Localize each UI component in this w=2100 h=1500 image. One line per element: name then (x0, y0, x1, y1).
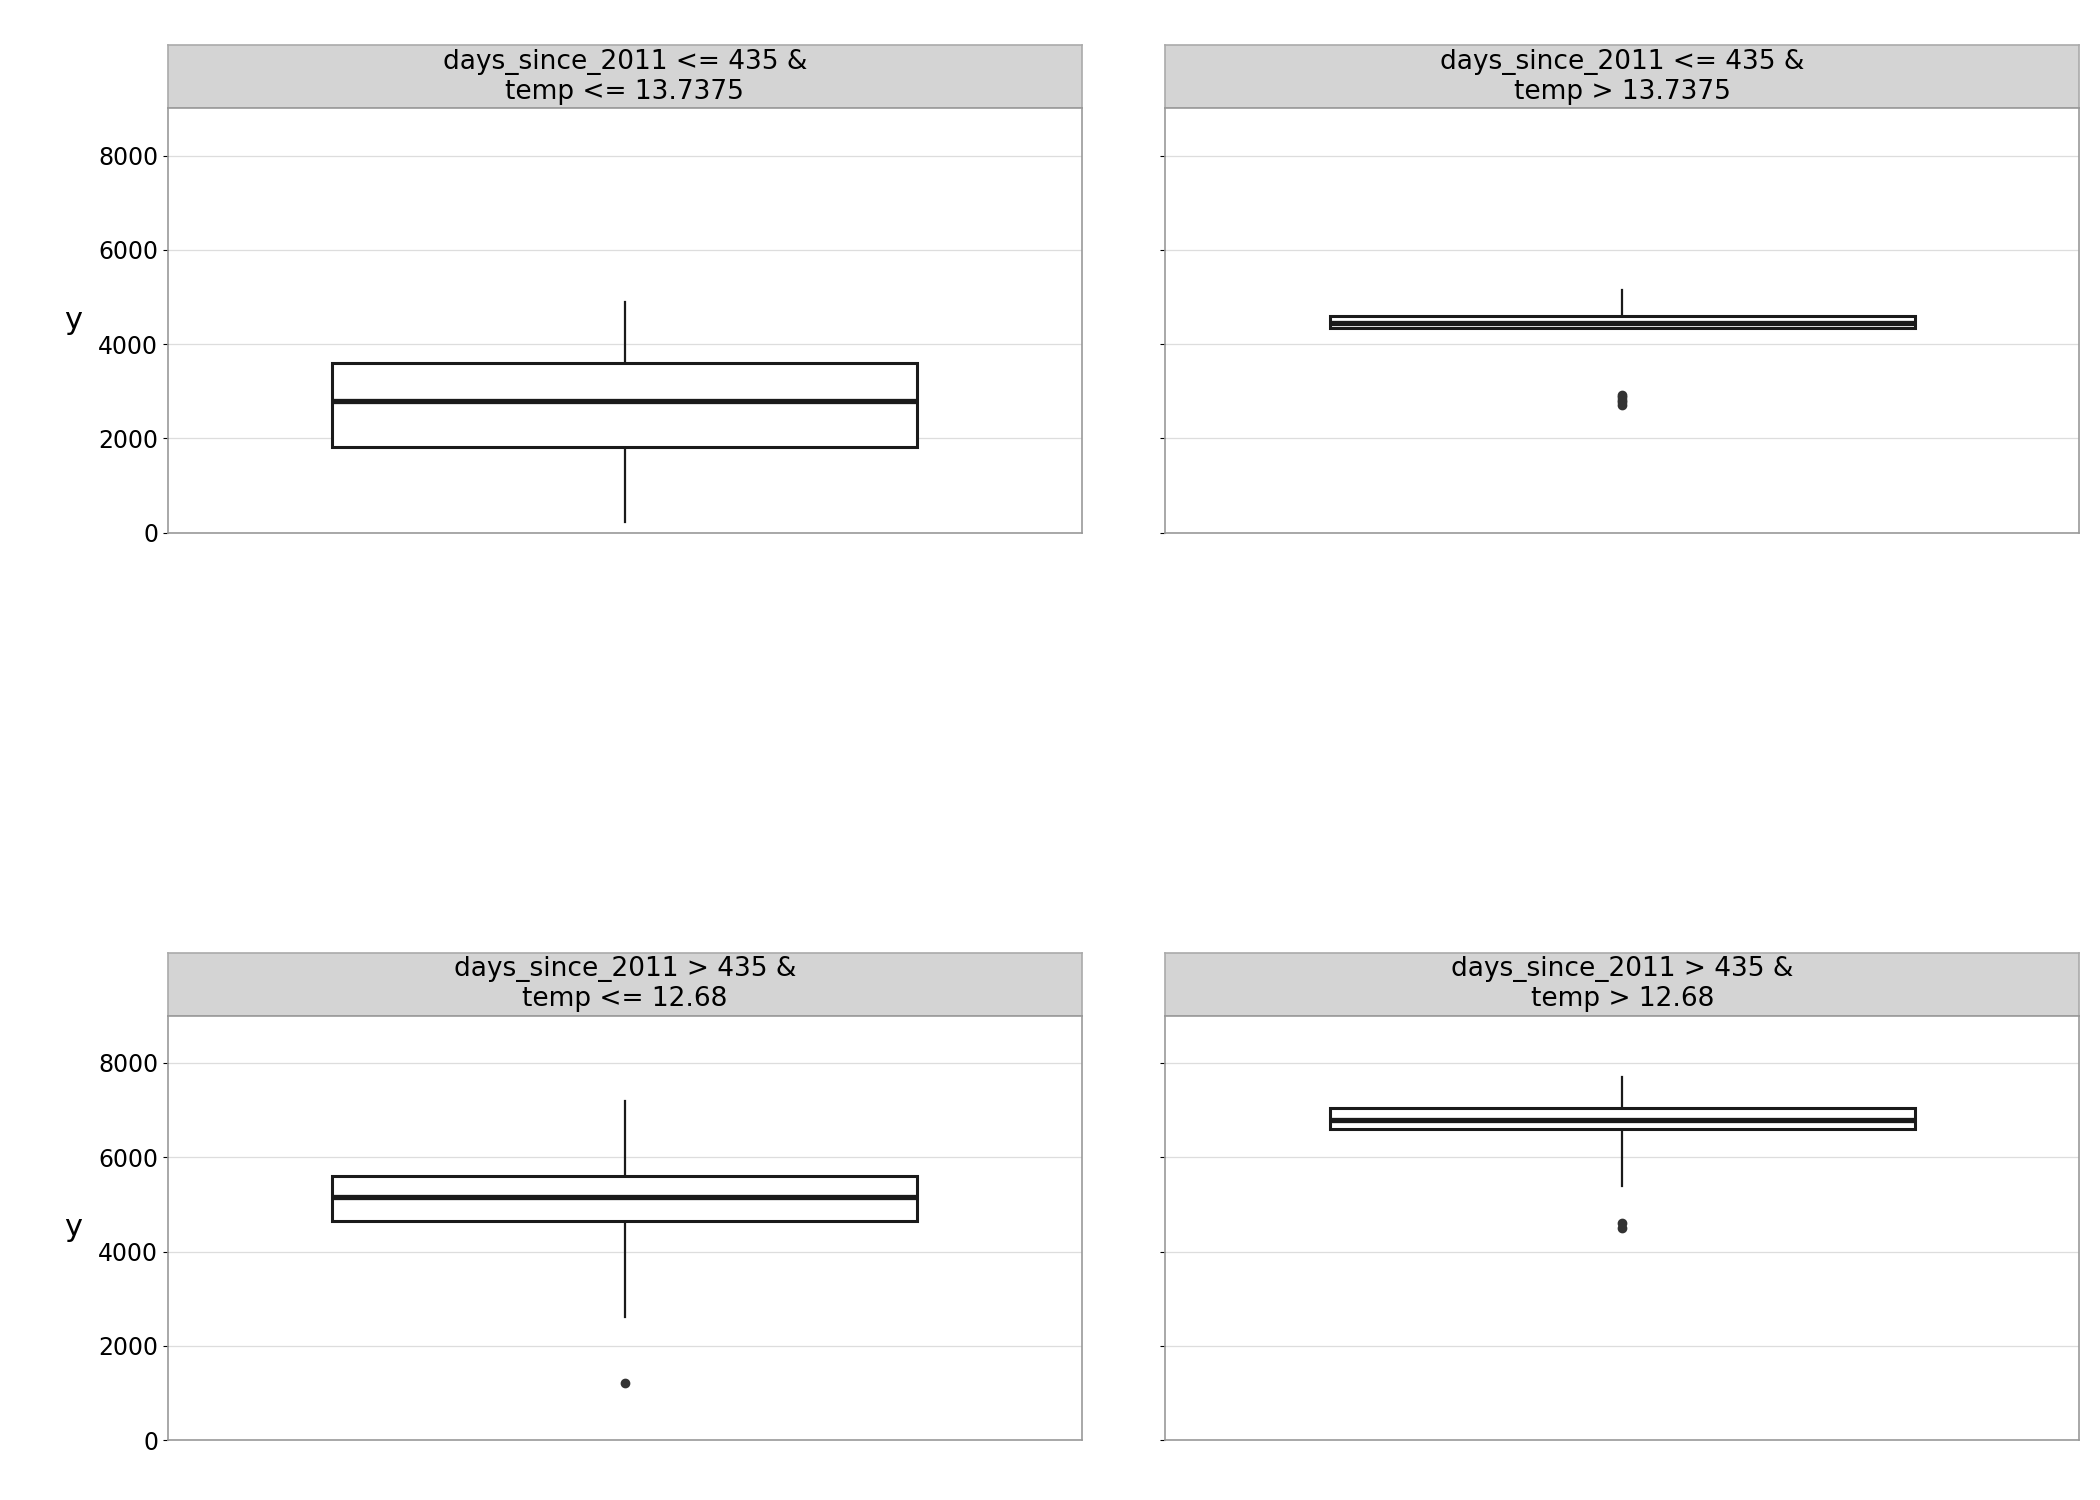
Text: days_since_2011 <= 435 &
temp <= 13.7375: days_since_2011 <= 435 & temp <= 13.7375 (443, 48, 806, 105)
Y-axis label: y: y (65, 1214, 82, 1242)
Text: days_since_2011 > 435 &
temp <= 12.68: days_since_2011 > 435 & temp <= 12.68 (454, 956, 796, 1012)
Y-axis label: y: y (65, 306, 82, 334)
Text: days_since_2011 <= 435 &
temp > 13.7375: days_since_2011 <= 435 & temp > 13.7375 (1441, 48, 1804, 105)
Bar (332, 363, 918, 447)
Bar (1329, 315, 1915, 327)
Bar (332, 1176, 918, 1221)
Bar (1329, 1108, 1915, 1130)
Text: days_since_2011 > 435 &
temp > 12.68: days_since_2011 > 435 & temp > 12.68 (1451, 956, 1793, 1012)
